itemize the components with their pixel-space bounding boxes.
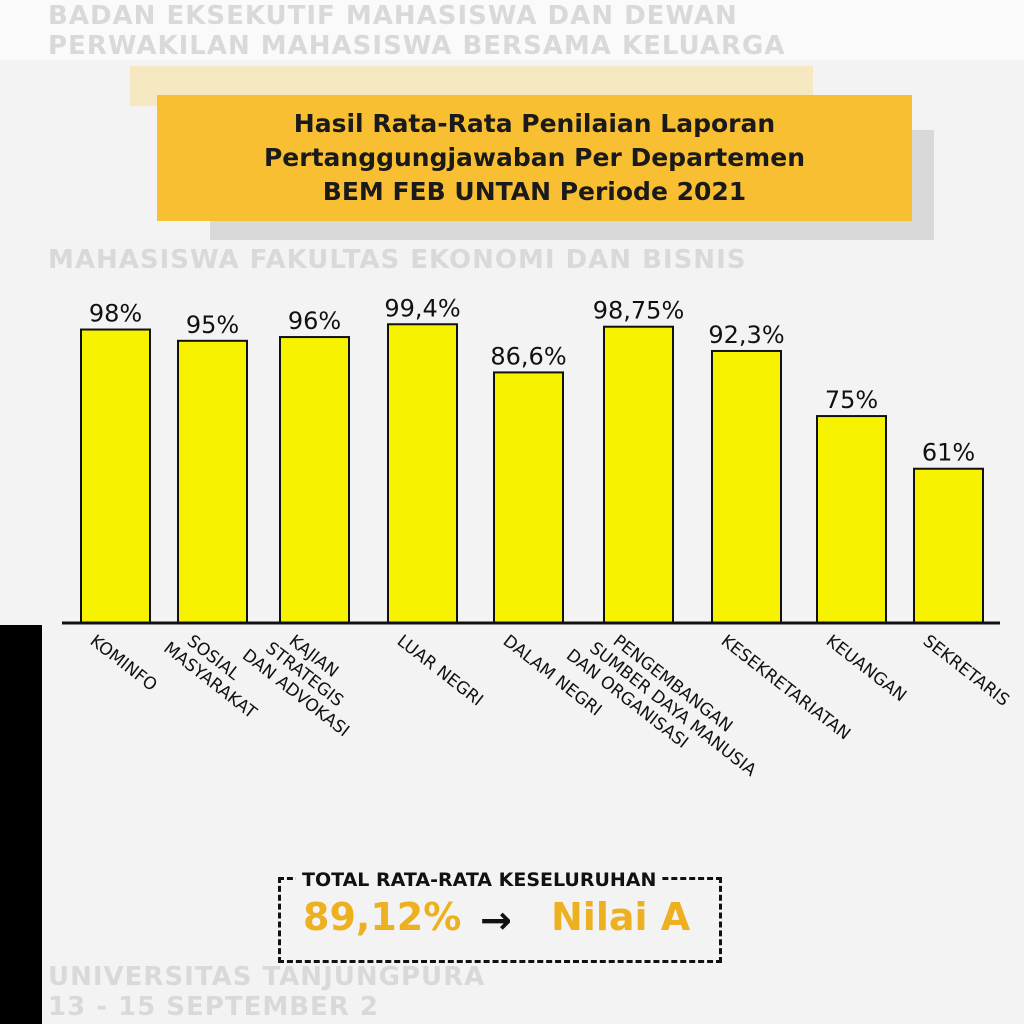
title-line: BEM FEB UNTAN Periode 2021	[322, 177, 747, 206]
background-text: PERWAKILAN MAHASISWA BERSAMA KELUARGA	[48, 31, 786, 61]
bar	[816, 415, 887, 624]
background-text: BADAN EKSEKUTIF MAHASISWA DAN DEWAN	[48, 1, 738, 31]
data-label: 95%	[186, 311, 239, 339]
total-grade: Nilai A	[551, 895, 691, 939]
background-text: 13 - 15 SEPTEMBER 2	[48, 992, 379, 1022]
data-label: 61%	[922, 439, 975, 467]
data-label: 92,3%	[708, 321, 784, 349]
data-label: 75%	[825, 386, 878, 414]
bar	[177, 339, 248, 624]
total-value: 89,12%	[303, 895, 462, 939]
bar	[913, 467, 984, 624]
x-tick-label-line: KEUANGAN	[822, 631, 910, 706]
title-line: Hasil Rata-Rata Penilaian Laporan	[293, 109, 776, 138]
bar	[279, 336, 350, 624]
arrow-right-icon: →	[480, 898, 512, 942]
background-text: MAHASISWA FAKULTAS EKONOMI DAN BISNIS	[48, 245, 747, 275]
title-line: Pertanggungjawaban Per Departemen	[263, 143, 805, 172]
decor-black-block	[0, 625, 42, 1024]
data-label: 99,4%	[384, 294, 460, 322]
bar	[493, 371, 564, 625]
x-tick-label-line: LUAR NEGRI	[393, 631, 487, 710]
x-tick-label: LUAR NEGRI	[393, 631, 487, 710]
x-tick-label: KOMINFO	[86, 631, 161, 695]
bar	[603, 325, 674, 624]
data-label: 96%	[288, 307, 341, 335]
chart-title: Hasil Rata-Rata Penilaian Laporan Pertan…	[157, 95, 912, 221]
x-tick-label-line: SEKRETARIS	[919, 631, 1013, 711]
data-label: 98%	[89, 300, 142, 328]
total-label: TOTAL RATA-RATA KESELURUHAN	[296, 869, 663, 891]
x-tick-label-line: KOMINFO	[86, 631, 161, 695]
data-label: 98,75%	[593, 297, 685, 325]
bar	[711, 349, 782, 624]
data-label: 86,6%	[490, 342, 566, 370]
x-tick-label: SEKRETARIS	[919, 631, 1013, 711]
bar	[80, 328, 151, 624]
background-band	[0, 0, 1024, 60]
bar	[387, 323, 458, 624]
x-tick-label: KEUANGAN	[822, 631, 910, 706]
background-text: UNIVERSITAS TANJUNGPURA	[48, 962, 486, 992]
